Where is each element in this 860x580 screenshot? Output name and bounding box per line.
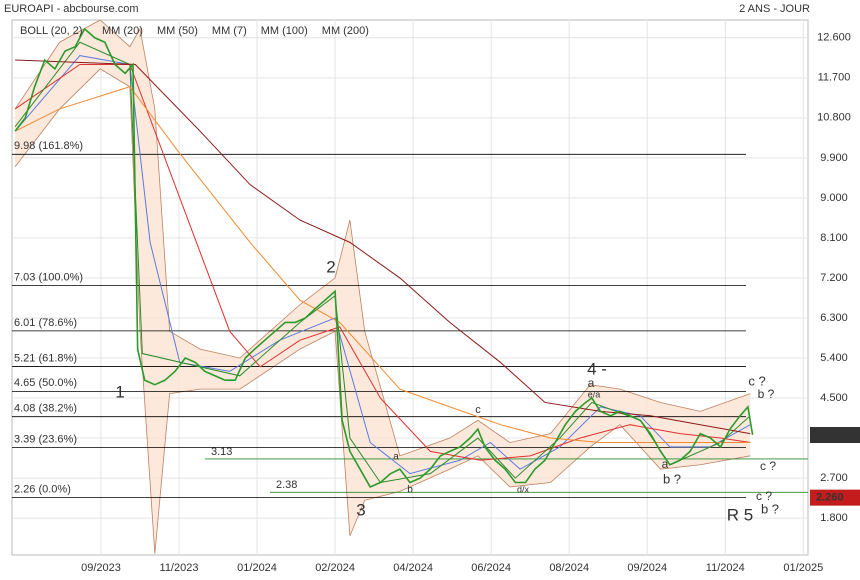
price-tag xyxy=(810,427,860,444)
price-line xyxy=(14,27,754,488)
annotation: c ? xyxy=(748,373,765,388)
level-label: 4.08 (38.2%) xyxy=(14,403,77,415)
annotation: a xyxy=(393,452,399,463)
level-label: 7.03 (100.0%) xyxy=(14,271,83,283)
legend-label: MM (200) xyxy=(322,25,369,37)
x-tick-label: 01/2025 xyxy=(783,562,823,574)
annotation: 2 xyxy=(326,257,335,276)
ma-line xyxy=(14,86,751,443)
green-level-label: 3.13 xyxy=(211,446,232,458)
y-tick-label: 6.300 xyxy=(820,312,848,324)
legend-label: MM (7) xyxy=(212,25,247,37)
annotation: b xyxy=(407,485,413,496)
x-tick-label: 11/2023 xyxy=(160,562,199,574)
y-tick-label: 7.200 xyxy=(820,272,848,284)
annotation: 4 - xyxy=(587,359,607,378)
x-tick-label: 11/2024 xyxy=(706,562,745,574)
green-level-label: 2.38 xyxy=(276,479,297,491)
y-tick-label: 11.700 xyxy=(818,72,851,84)
price-tag-label: 2.260 xyxy=(816,492,844,504)
annotation: e/a xyxy=(588,389,601,399)
annotation: c ? xyxy=(760,459,776,473)
annotation: c xyxy=(475,404,481,416)
bollinger-band xyxy=(15,20,751,554)
y-tick-label: 1.800 xyxy=(820,512,848,524)
annotation: b ? xyxy=(761,501,779,516)
y-tick-label: 4.500 xyxy=(820,392,848,404)
annotation: d/x xyxy=(517,484,530,494)
level-label: 3.39 (23.6%) xyxy=(14,433,77,445)
price-tag-label: 3.668 xyxy=(816,429,844,441)
level-label: 2.26 (0.0%) xyxy=(14,484,71,496)
annotation: 3 xyxy=(356,500,365,519)
level-label: 9.98 (161.8%) xyxy=(14,140,83,152)
price-tag xyxy=(810,489,860,506)
level-label: 4.65 (50.0%) xyxy=(14,377,77,389)
level-label: 6.01 (78.6%) xyxy=(14,317,77,329)
annotation: c ? xyxy=(756,489,772,503)
ma-line xyxy=(15,59,751,435)
chart-subtitle: 2 ANS - JOUR xyxy=(739,3,810,15)
x-tick-label: 09/2023 xyxy=(81,562,121,574)
x-tick-label: 08/2024 xyxy=(549,562,589,574)
y-tick-label: 8.100 xyxy=(820,232,848,244)
x-tick-label: 02/2024 xyxy=(315,562,355,574)
y-tick-label: 9.900 xyxy=(820,152,848,164)
legend-label: MM (100) xyxy=(261,25,308,37)
annotation: 1 xyxy=(115,382,124,401)
x-tick-label: 06/2024 xyxy=(471,562,511,574)
annotation: R 5 xyxy=(727,505,753,524)
legend-label: MM (20) xyxy=(102,25,143,37)
annotation: a xyxy=(662,457,669,471)
x-tick-label: 01/2024 xyxy=(237,562,277,574)
annotation: a xyxy=(588,376,595,390)
ma-line xyxy=(14,55,751,475)
level-label: 5.21 (61.8%) xyxy=(14,352,77,364)
legend-label: MM (50) xyxy=(157,25,198,37)
y-tick-label: 5.400 xyxy=(820,352,848,364)
y-tick-label: 2.700 xyxy=(820,472,848,484)
y-tick-label: 12.600 xyxy=(817,32,851,44)
annotation: b ? xyxy=(663,471,681,486)
y-tick-label: 10.800 xyxy=(817,112,851,124)
bollinger-upper xyxy=(14,19,751,457)
annotation: b ? xyxy=(758,387,775,401)
x-tick-label: 04/2024 xyxy=(393,562,433,574)
legend-label: BOLL (20, 2) xyxy=(20,25,83,37)
y-tick-label: 9.000 xyxy=(820,192,848,204)
chart-title: EUROAPI - abcbourse.com xyxy=(4,3,139,15)
x-tick-label: 09/2024 xyxy=(627,562,667,574)
